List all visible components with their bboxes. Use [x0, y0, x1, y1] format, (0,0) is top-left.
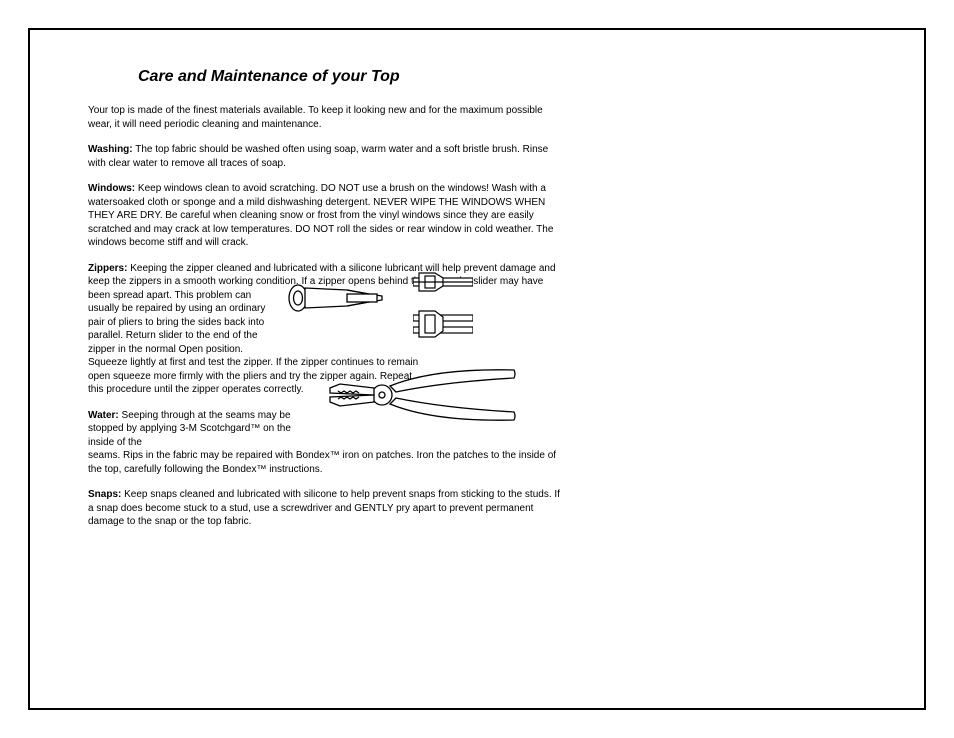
- page-title: Care and Maintenance of your Top: [138, 68, 866, 86]
- snaps-text: Keep snaps cleaned and lubricated with s…: [88, 489, 560, 527]
- page-frame: Care and Maintenance of your Top Your to…: [28, 28, 926, 710]
- snaps-label: Snaps:: [88, 489, 121, 500]
- body-content: Your top is made of the finest materials…: [88, 104, 568, 529]
- washing-label: Washing:: [88, 144, 133, 155]
- water-label: Water:: [88, 410, 119, 421]
- zipper-closed-illustration: [413, 267, 473, 297]
- zipper-open-illustration: [413, 307, 473, 341]
- zippers-para-2: been spread apart. This problem can usua…: [88, 289, 268, 357]
- snaps-paragraph: Snaps: Keep snaps cleaned and lubricated…: [88, 488, 568, 529]
- document-page: Care and Maintenance of your Top Your to…: [0, 0, 954, 738]
- water-para-2: seams. Rips in the fabric may be repaire…: [88, 449, 568, 476]
- zippers-section: Zippers: Keeping the zipper cleaned and …: [88, 262, 568, 397]
- zipper-slider-illustration: [287, 277, 385, 319]
- windows-label: Windows:: [88, 183, 135, 194]
- intro-paragraph: Your top is made of the finest materials…: [88, 104, 568, 131]
- windows-text: Keep windows clean to avoid scratching. …: [88, 183, 553, 248]
- washing-paragraph: Washing: The top fabric should be washed…: [88, 143, 568, 170]
- washing-text: The top fabric should be washed often us…: [88, 144, 548, 169]
- windows-paragraph: Windows: Keep windows clean to avoid scr…: [88, 182, 568, 250]
- water-text-1: Seeping through at the seams may be stop…: [88, 410, 291, 448]
- zippers-label: Zippers:: [88, 263, 127, 274]
- pliers-illustration: [324, 362, 519, 432]
- water-para-1: Water: Seeping through at the seams may …: [88, 409, 318, 450]
